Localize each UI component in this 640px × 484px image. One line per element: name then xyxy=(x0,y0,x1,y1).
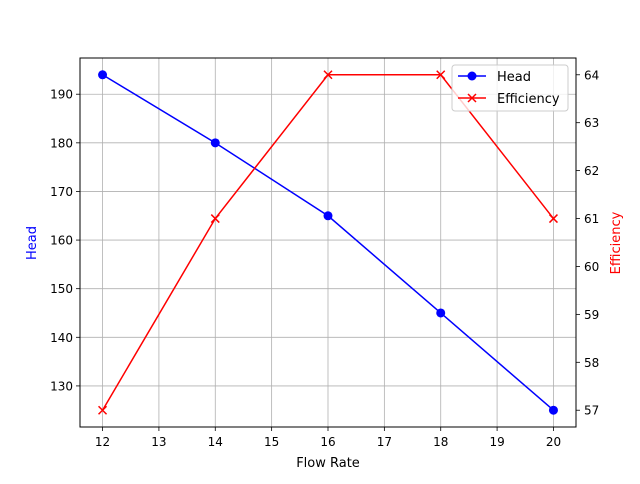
y-tick-label: 170 xyxy=(50,185,73,199)
x-tick-label: 16 xyxy=(320,435,335,449)
x-tick-label: 12 xyxy=(95,435,110,449)
data-point xyxy=(98,405,108,415)
x-tick-label: 15 xyxy=(264,435,279,449)
y2-tick-label: 64 xyxy=(584,68,599,82)
y2-tick-label: 60 xyxy=(584,260,599,274)
y2-tick-label: 62 xyxy=(584,164,599,178)
y-axis-label: Head xyxy=(25,226,40,260)
y2-tick-label: 63 xyxy=(584,116,599,130)
y-tick-label: 140 xyxy=(50,331,73,345)
y-tick-label: 130 xyxy=(50,379,73,393)
legend-efficiency: Efficiency xyxy=(497,92,560,107)
y-tick-label: 150 xyxy=(50,282,73,296)
grid-lines xyxy=(80,58,576,427)
data-series xyxy=(98,70,558,415)
circle-marker-icon xyxy=(467,71,477,81)
y2-tick-label: 57 xyxy=(584,404,599,418)
data-point xyxy=(323,211,333,221)
data-point xyxy=(436,308,446,318)
y-tick-label: 180 xyxy=(50,136,73,150)
y-tick-label: 190 xyxy=(50,88,73,102)
x-marker-icon xyxy=(467,93,477,103)
x-axis-label: Flow Rate xyxy=(296,456,360,471)
data-point xyxy=(210,214,220,224)
data-point xyxy=(210,138,220,148)
data-point xyxy=(548,405,558,415)
y2-tick-label: 58 xyxy=(584,356,599,370)
y-axis-ticks: 130 140 150 160 170 180 190 xyxy=(50,88,80,393)
legend: Head Efficiency xyxy=(451,64,569,112)
y2-tick-label: 59 xyxy=(584,308,599,322)
legend-head: Head xyxy=(497,70,531,85)
data-point xyxy=(548,214,558,224)
data-point xyxy=(436,70,446,80)
x-axis-ticks: 12 13 14 15 16 17 18 19 20 xyxy=(95,427,561,449)
x-tick-label: 18 xyxy=(433,435,448,449)
x-tick-label: 13 xyxy=(151,435,166,449)
x-tick-label: 19 xyxy=(489,435,504,449)
data-point xyxy=(98,70,108,80)
y2-tick-label: 61 xyxy=(584,212,599,226)
x-tick-label: 14 xyxy=(208,435,223,449)
x-tick-label: 17 xyxy=(377,435,392,449)
y2-axis-label: Efficiency xyxy=(609,211,624,274)
y-tick-label: 160 xyxy=(50,234,73,248)
x-tick-label: 20 xyxy=(546,435,561,449)
y2-axis-ticks: 57 58 59 60 61 62 63 64 xyxy=(576,68,599,418)
data-point xyxy=(323,70,333,80)
